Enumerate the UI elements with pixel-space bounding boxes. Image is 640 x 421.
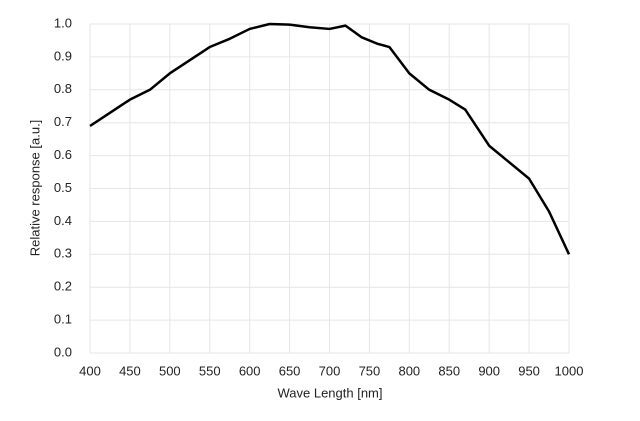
x-axis-label: Wave Length [nm] <box>277 385 382 400</box>
y-tick-label: 0.1 <box>54 312 72 327</box>
x-tick-label: 450 <box>119 363 141 378</box>
x-tick-label: 550 <box>199 363 221 378</box>
y-tick-label: 0.2 <box>54 279 72 294</box>
x-tick-label: 700 <box>319 363 341 378</box>
y-tick-label: 0.8 <box>54 81 72 96</box>
x-tick-label: 800 <box>398 363 420 378</box>
y-tick-label: 0.7 <box>54 114 72 129</box>
y-tick-label: 0.4 <box>54 213 72 228</box>
y-tick-label: 0.9 <box>54 48 72 63</box>
y-tick-label: 0.5 <box>54 180 72 195</box>
x-tick-label: 850 <box>438 363 460 378</box>
x-tick-label: 600 <box>239 363 261 378</box>
x-tick-label: 750 <box>359 363 381 378</box>
x-tick-label: 500 <box>159 363 181 378</box>
data-line <box>89 22 571 255</box>
y-tick-label: 0.6 <box>54 147 72 162</box>
x-tick-label: 650 <box>279 363 301 378</box>
y-tick-label: 0.3 <box>54 246 72 261</box>
x-tick-label: 400 <box>79 363 101 378</box>
x-tick-label: 1000 <box>555 363 584 378</box>
y-tick-label: 1.0 <box>54 15 72 30</box>
y-axis-label: Relative response [a.u.] <box>27 120 42 257</box>
y-tick-label: 0.0 <box>54 344 72 359</box>
x-tick-label: 950 <box>518 363 540 378</box>
x-tick-label: 900 <box>478 363 500 378</box>
